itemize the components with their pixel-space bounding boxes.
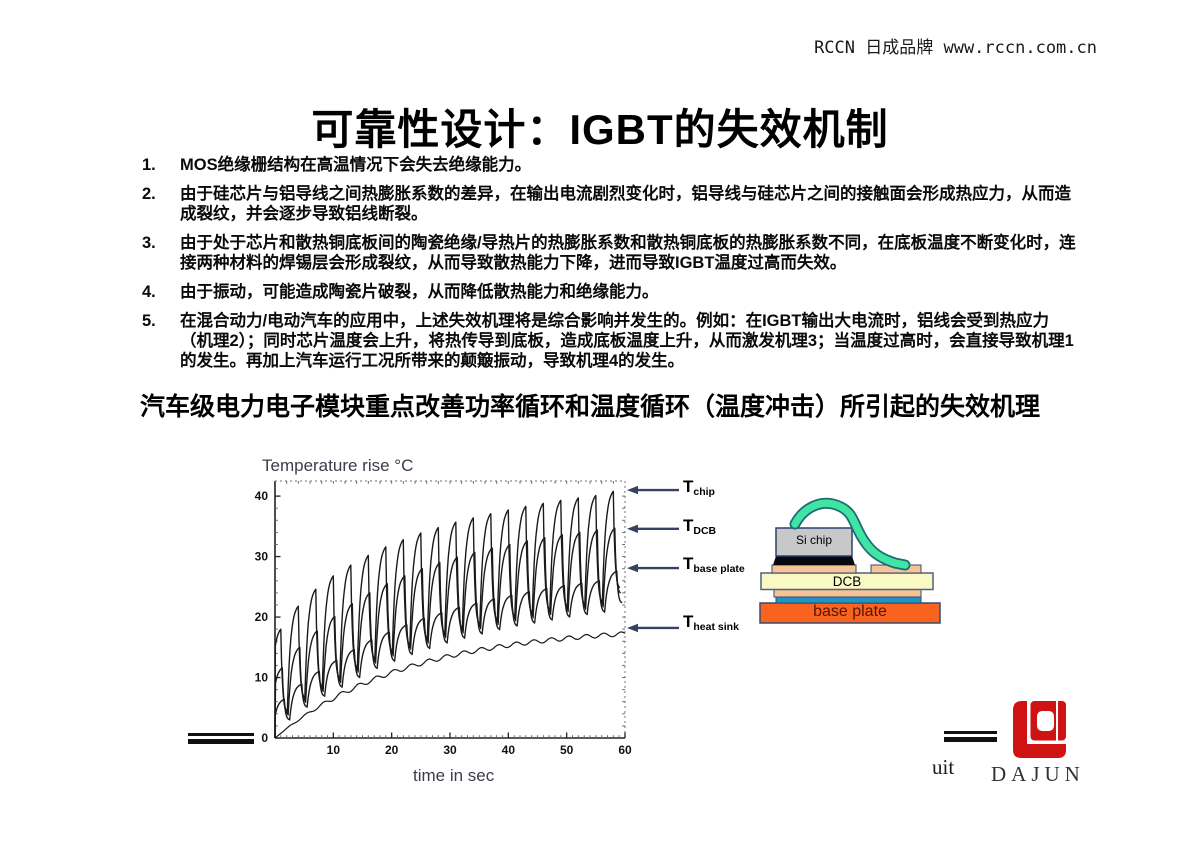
annotation-t-base-plate: Tbase plate [683,554,745,575]
double-rule-left-thin [188,733,254,736]
double-rule-right-thick [944,737,997,742]
list-item-text: 由于振动，可能造成陶瓷片破裂，从而降低散热能力和绝缘能力。 [180,283,659,301]
annotation-symbol: T [683,516,694,535]
temperature-cycling-chart: 10 20 30 40 50 60 0 10 20 30 40 [255,480,679,757]
failure-mechanism-list: 1. MOS绝缘栅结构在高温情况下会失去绝缘能力。 2. 由于硅芯片与铝导线之间… [142,155,1080,371]
chip-solder-layer [773,556,855,565]
list-item: 1. MOS绝缘栅结构在高温情况下会失去绝缘能力。 [142,155,1080,175]
bond-wire-icon [791,499,909,569]
logo-hole [1037,711,1054,731]
annotation-t-chip: Tchip [683,477,715,498]
double-rule-left-thick [188,739,254,744]
svg-text:20: 20 [385,743,399,757]
list-item-text: 由于处于芯片和散热铜底板间的陶瓷绝缘/导热片的热膨胀系数和散热铜底板的热膨胀系数… [180,234,1076,272]
list-item-text: MOS绝缘栅结构在高温情况下会失去绝缘能力。 [180,156,532,174]
svg-text:60: 60 [618,743,632,757]
annotation-t-heat-sink: Theat sink [683,612,739,633]
igbt-module-diagram [759,497,941,624]
annotation-symbol: T [683,612,694,631]
list-item-number: 4. [142,283,156,301]
logo-l-shape [1013,701,1066,758]
double-rule-right-thin [944,731,997,734]
list-item: 2. 由于硅芯片与铝导线之间热膨胀系数的差异，在输出电流剧烈变化时，铝导线与硅芯… [142,184,1080,224]
dcb-label: DCB [832,574,862,589]
annotation-symbol: T [683,477,694,496]
annotation-subscript: DCB [693,525,717,537]
annotation-subscript: heat sink [693,621,739,633]
dajun-logo-text: DAJUN [991,762,1085,786]
list-item-text: 在混合动力/电动汽车的应用中，上述失效机理将是综合影响并发生的。例如：在IGBT… [180,312,1074,370]
annotation-subscript: chip [693,486,715,498]
chart-ylabel: Temperature rise °C [262,456,414,475]
dajun-logo-icon [1013,701,1066,758]
base-plate-label: base plate [813,603,887,620]
annotation-subscript: base plate [693,563,745,575]
list-item-text: 由于硅芯片与铝导线之间热膨胀系数的差异，在输出电流剧烈变化时，铝导线与硅芯片之间… [180,185,1071,223]
list-item-number: 2. [142,185,156,203]
list-item-number: 3. [142,234,156,252]
svg-text:10: 10 [255,671,269,685]
list-item: 5. 在混合动力/电动汽车的应用中，上述失效机理将是综合影响并发生的。例如：在I… [142,311,1080,371]
emphasis-statement: 汽车级电力电子模块重点改善功率循环和温度循环（温度冲击）所引起的失效机理 [140,393,1041,421]
list-item-number: 5. [142,312,156,330]
svg-text:50: 50 [560,743,574,757]
brand-line: RCCN 日成品牌 www.rccn.com.cn [814,38,1097,58]
solder-layer-blue [775,596,922,604]
svg-text:30: 30 [443,743,457,757]
annotation-symbol: T [683,554,694,573]
svg-text:20: 20 [255,610,269,624]
chart-plot: 10 20 30 40 50 60 0 10 20 30 40 [255,480,679,757]
si-chip-label: Si chip [795,533,833,547]
footer-text-fragment: uit [932,755,955,779]
si-chip-block [775,527,853,557]
svg-text:0: 0 [261,731,268,745]
svg-text:40: 40 [502,743,516,757]
copper-pad-left [771,564,857,574]
list-item-number: 1. [142,156,156,174]
svg-text:40: 40 [255,489,269,503]
svg-text:30: 30 [255,550,269,564]
annotation-t-dcb: TDCB [683,516,717,537]
svg-text:10: 10 [327,743,341,757]
list-item: 4. 由于振动，可能造成陶瓷片破裂，从而降低散热能力和绝缘能力。 [142,282,1080,302]
chart-xlabel: time in sec [413,766,495,785]
list-item: 3. 由于处于芯片和散热铜底板间的陶瓷绝缘/导热片的热膨胀系数和散热铜底板的热膨… [142,233,1080,273]
page-title: 可靠性设计：IGBT的失效机制 [311,106,889,154]
